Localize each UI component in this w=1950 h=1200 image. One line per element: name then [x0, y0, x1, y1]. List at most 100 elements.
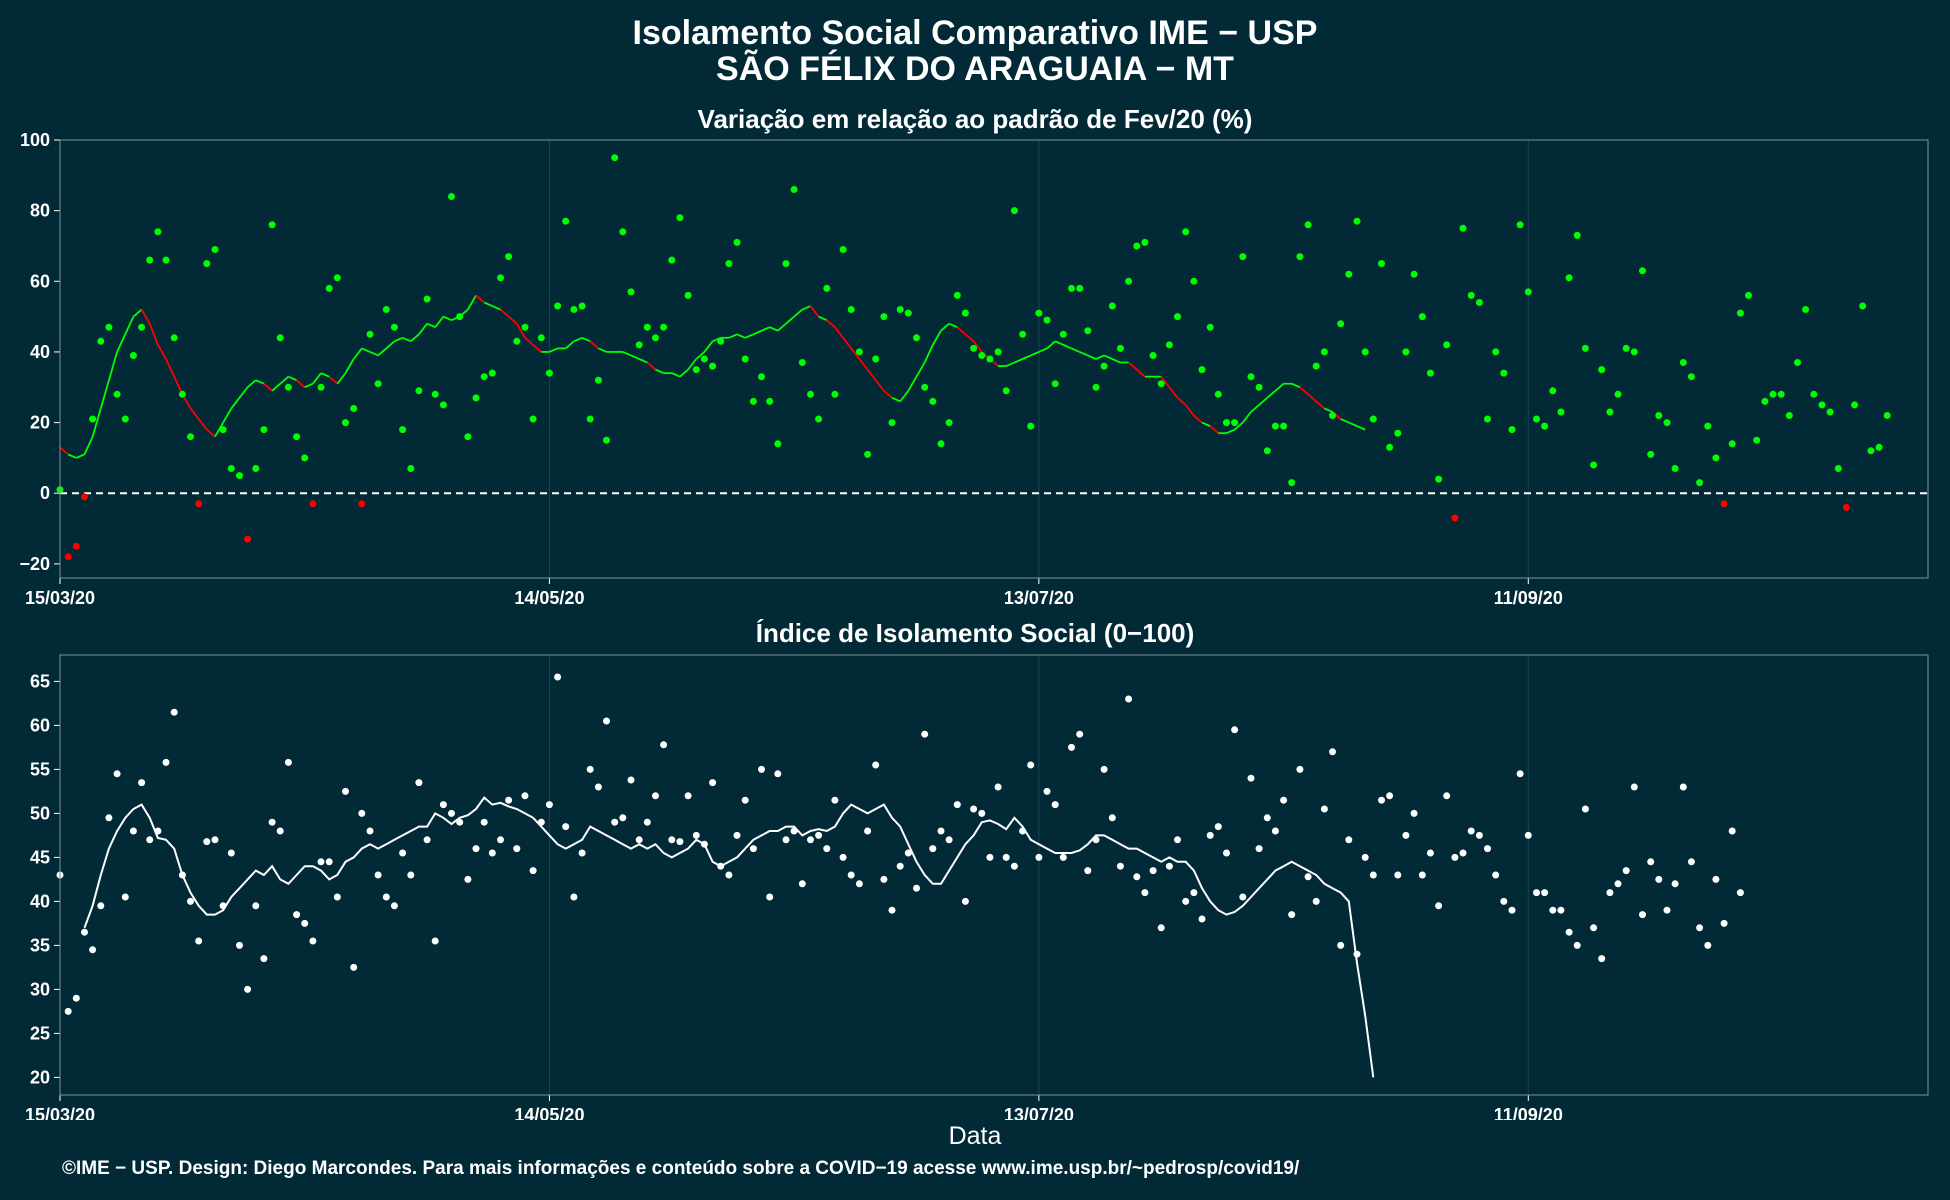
data-point [774, 440, 782, 448]
data-point [864, 450, 872, 458]
data-point [586, 415, 594, 423]
data-point [1223, 419, 1230, 427]
data-point [284, 383, 292, 391]
data-point [570, 893, 578, 901]
data-point [1475, 299, 1483, 306]
data-point [594, 783, 602, 791]
data-point [178, 390, 186, 398]
data-point [1614, 880, 1622, 888]
data-point [333, 274, 341, 282]
data-point [676, 214, 684, 222]
data-point [1035, 309, 1043, 317]
data-point [1141, 889, 1149, 897]
data-point [317, 383, 325, 391]
data-point [961, 897, 969, 905]
data-point [1777, 390, 1785, 398]
data-point [252, 465, 260, 472]
trend-line-segment [972, 340, 983, 353]
trend-line-segment [565, 340, 575, 350]
data-point [1671, 880, 1679, 888]
trend-line-segment [524, 337, 534, 346]
data-point [766, 893, 774, 901]
data-point [121, 893, 129, 901]
trend-line-segment [99, 379, 110, 409]
data-point [284, 758, 292, 766]
data-point [986, 853, 994, 861]
data-point [1263, 814, 1271, 822]
x-tick-label: 13/07/20 [1004, 1105, 1074, 1120]
data-point [1671, 465, 1679, 472]
data-point [807, 390, 814, 398]
y-tick-label: 80 [30, 201, 50, 221]
trend-line-segment [1299, 386, 1309, 396]
trend-line-segment [1054, 340, 1064, 346]
data-point [195, 937, 203, 945]
trend-line-segment [1046, 340, 1056, 350]
data-point [1386, 443, 1394, 451]
data-point [1484, 845, 1491, 853]
data-point [1174, 313, 1181, 321]
data-point [1875, 443, 1883, 451]
data-point [105, 814, 113, 822]
data-point [725, 260, 733, 268]
trend-line-segment [1258, 397, 1268, 406]
data-point [317, 858, 325, 866]
data-point [790, 827, 798, 835]
data-point [1883, 412, 1891, 419]
data-point [1467, 291, 1475, 299]
data-point [1043, 787, 1051, 795]
data-point [1687, 373, 1695, 381]
trend-line-segment [899, 390, 910, 402]
data-point [1312, 362, 1320, 370]
data-point [1467, 827, 1475, 835]
trend-line-segment [703, 340, 714, 353]
trend-line-segment [1128, 361, 1138, 371]
trend-line-segment [288, 375, 297, 382]
data-point [1027, 422, 1035, 430]
data-point [888, 906, 896, 914]
data-point [89, 415, 97, 423]
data-point [1361, 348, 1369, 356]
trend-line-segment [589, 340, 599, 350]
trend-line-segment [1184, 404, 1195, 417]
trend-line-segment [402, 336, 412, 343]
data-point [480, 373, 488, 381]
trend-line-segment [598, 347, 607, 353]
x-tick-label: 11/09/20 [1494, 1105, 1563, 1120]
data-point [1630, 348, 1638, 356]
data-point [1606, 889, 1614, 897]
data-point [1206, 323, 1214, 331]
trend-line-segment [1234, 421, 1244, 431]
data-point [1174, 836, 1181, 844]
footer-credit: ©IME − USP. Design: Diego Marcondes. Par… [62, 1158, 1300, 1179]
trend-line-segment [230, 397, 241, 410]
data-point [627, 288, 635, 296]
data-point [203, 260, 211, 268]
data-point [831, 796, 839, 804]
y-tick-label: 40 [30, 342, 50, 362]
trend-line-segment [655, 368, 664, 374]
trend-line-segment [1111, 358, 1121, 364]
data-point [431, 937, 439, 945]
trend-line-segment [255, 379, 265, 385]
trend-line-segment [622, 351, 632, 357]
data-point [1345, 270, 1353, 278]
data-point [1557, 906, 1565, 914]
data-point [839, 246, 847, 253]
trend-line-segment [1168, 386, 1179, 399]
data-point [72, 994, 80, 1002]
data-point [1484, 415, 1491, 423]
data-point [1426, 849, 1434, 857]
data-point [1598, 955, 1606, 963]
data-point [1198, 366, 1206, 374]
data-point [219, 902, 227, 910]
data-point [472, 845, 480, 853]
trend-line-segment [866, 369, 877, 381]
trend-line-segment [108, 351, 118, 381]
data-point [309, 500, 317, 508]
data-point [978, 352, 986, 359]
data-point [1418, 871, 1426, 879]
data-point [64, 1007, 72, 1015]
data-point [187, 433, 194, 441]
data-point [1304, 873, 1312, 881]
